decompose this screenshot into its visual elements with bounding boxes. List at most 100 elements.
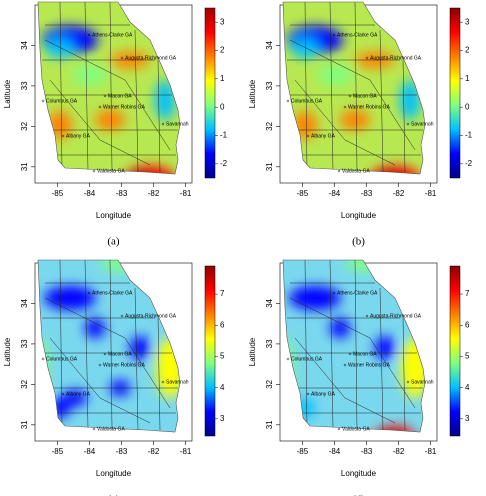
colorbar-tick-label: 0 <box>465 102 470 111</box>
y-tick-label: 32 <box>265 121 274 130</box>
heat-blob <box>38 338 48 398</box>
city-label: Augusta-Richmond GA <box>370 55 422 61</box>
state-border <box>282 259 426 433</box>
colorbar-tick-label: 3 <box>220 414 225 423</box>
y-tick-label: 31 <box>265 420 274 429</box>
city-dot <box>406 122 410 126</box>
panel: Athens-Clarke GA Augusta-Richmond GA Macon… <box>3 259 225 496</box>
colorbar-tick-label: 6 <box>220 320 225 329</box>
city-dot <box>92 427 96 431</box>
city-label: Warner Robins GA <box>348 104 390 110</box>
city-dot <box>286 99 290 103</box>
city-label: Athens-Clarke GA <box>92 32 133 38</box>
panel: Athens-Clarke GA Augusta-Richmond GA Macon… <box>248 1 473 248</box>
panel-caption: (c) <box>107 494 120 496</box>
y-tick-label: 33 <box>265 81 274 90</box>
city-label: Augusta-Richmond GA <box>125 55 177 61</box>
city-dot <box>343 105 347 109</box>
colorbar-tick-label: 4 <box>465 383 470 392</box>
x-tick-label: -82 <box>148 447 160 456</box>
city-label: Macon GA <box>108 93 132 99</box>
city-dot <box>98 105 102 109</box>
heat-blob <box>330 318 350 338</box>
city-label: Macon GA <box>353 351 377 357</box>
heat-field <box>283 2 425 174</box>
y-tick-label: 32 <box>265 379 274 388</box>
city-label: Columbus GA <box>291 98 323 104</box>
city-dot <box>120 56 124 60</box>
y-axis-label: Latitude <box>3 337 12 366</box>
city-dot <box>343 363 347 367</box>
x-tick-label: -81 <box>425 189 437 198</box>
city-dot <box>332 291 336 295</box>
y-tick-label: 34 <box>265 40 274 49</box>
x-tick-label: -81 <box>180 447 192 456</box>
colorbar-tick-label: 0 <box>220 102 225 111</box>
colorbar-tick-label: 7 <box>465 289 470 298</box>
x-tick-label: -85 <box>297 189 309 198</box>
x-tick-label: -83 <box>361 189 373 198</box>
city-dot <box>103 352 107 356</box>
x-tick-label: -84 <box>329 447 341 456</box>
y-axis-label: Latitude <box>248 337 257 366</box>
heat-blob <box>46 38 74 58</box>
colorbar <box>204 265 216 437</box>
heat-field <box>38 260 180 432</box>
x-tick-label: -84 <box>329 189 341 198</box>
city-dot <box>406 380 410 384</box>
city-label: Athens-Clarke GA <box>92 290 133 296</box>
state-border <box>37 259 181 433</box>
state-border <box>37 1 181 175</box>
colorbar-tick-label: 3 <box>465 17 470 26</box>
y-axis-label: Latitude <box>3 79 12 108</box>
city-label: Warner Robins GA <box>348 362 390 368</box>
city-label: Athens-Clarke GA <box>337 32 378 38</box>
panel-caption: (d) <box>352 494 365 496</box>
x-tick-label: -82 <box>393 189 405 198</box>
city-label: Warner Robins GA <box>103 362 145 368</box>
city-dot <box>98 363 102 367</box>
heat-blob <box>85 318 105 338</box>
heat-blob <box>72 65 108 85</box>
x-tick-label: -83 <box>116 189 128 198</box>
heat-blob <box>317 65 353 85</box>
city-dot <box>365 56 369 60</box>
city-dot <box>365 314 369 318</box>
city-dot <box>286 357 290 361</box>
y-tick-label: 33 <box>265 339 274 348</box>
y-tick-label: 33 <box>20 81 29 90</box>
heat-blob <box>63 390 87 406</box>
city-dot <box>61 134 65 138</box>
city-dot <box>41 99 45 103</box>
colorbar-tick-label: 1 <box>220 74 225 83</box>
city-label: Albany GA <box>311 391 336 397</box>
county-lines <box>287 2 423 173</box>
city-label: Albany GA <box>66 391 91 397</box>
colorbar-tick-label: 4 <box>220 383 225 392</box>
colorbar-tick-label: 1 <box>465 74 470 83</box>
city-dot <box>92 169 96 173</box>
city-dot <box>87 33 91 37</box>
city-label: Macon GA <box>353 93 377 99</box>
x-tick-label: -83 <box>116 447 128 456</box>
heat-blob <box>375 336 395 360</box>
y-tick-label: 34 <box>20 298 29 307</box>
y-tick-label: 31 <box>20 420 29 429</box>
x-tick-label: -82 <box>393 447 405 456</box>
county-lines <box>42 2 178 173</box>
heat-blob <box>155 80 175 120</box>
heat-blob <box>295 398 315 418</box>
colorbar-tick-label: 6 <box>465 320 470 329</box>
colorbar-tick-label: 5 <box>465 352 470 361</box>
city-dot <box>306 392 310 396</box>
city-dot <box>348 94 352 98</box>
y-tick-label: 31 <box>265 162 274 171</box>
colorbar <box>449 7 461 179</box>
city-dot <box>332 33 336 37</box>
heat-blob <box>128 172 152 174</box>
x-axis-label: Longitude <box>341 469 377 478</box>
x-axis-label: Longitude <box>341 211 377 220</box>
x-tick-label: -85 <box>52 189 64 198</box>
county-lines <box>42 260 178 431</box>
heat-blob <box>340 110 370 130</box>
